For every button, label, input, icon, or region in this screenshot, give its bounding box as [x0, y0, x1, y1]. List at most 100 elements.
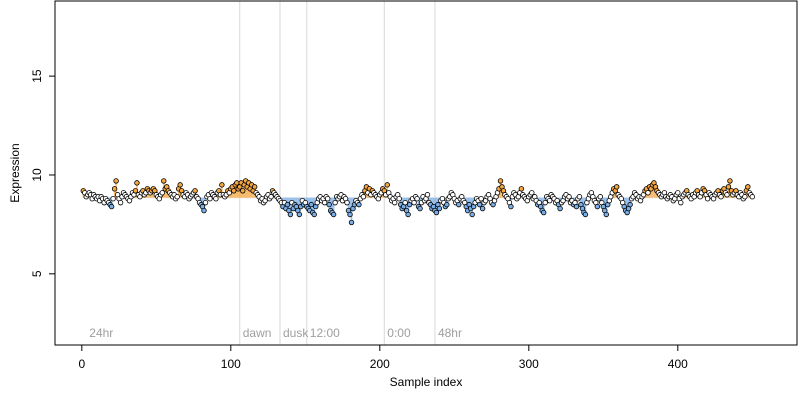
data-point	[326, 201, 332, 208]
data-point	[344, 199, 350, 206]
data-point	[384, 182, 390, 188]
data-point	[727, 178, 733, 184]
data-point	[436, 205, 443, 212]
data-point	[134, 180, 140, 186]
data-point	[645, 190, 651, 196]
data-point	[749, 194, 756, 200]
annotation-label-3: 12:00	[310, 326, 340, 340]
data-point	[174, 194, 180, 200]
annotation-label-5: 48hr	[438, 326, 462, 340]
data-point	[529, 190, 535, 196]
data-point	[417, 205, 423, 212]
data-point	[308, 201, 314, 208]
data-point	[582, 211, 589, 218]
data-point	[159, 190, 165, 196]
data-point	[396, 196, 402, 202]
data-point	[202, 199, 209, 206]
x-tick-label: 0	[78, 357, 85, 371]
data-point	[287, 211, 294, 218]
data-point	[508, 203, 514, 210]
y-tick-label: 5	[30, 270, 44, 277]
data-point	[347, 211, 353, 218]
data-point	[207, 196, 213, 202]
event-lines	[239, 1, 436, 345]
data-point	[231, 188, 237, 194]
y-axis: 5 10 15	[30, 69, 56, 277]
data-point	[392, 199, 398, 206]
x-tick-label: 300	[519, 357, 539, 371]
data-point	[614, 184, 620, 190]
event-annotations: 24hr dawn dusk 12:00 0:00 48hr	[89, 326, 462, 340]
x-tick-label: 400	[668, 357, 688, 371]
annotation-label-1: dawn	[243, 326, 272, 340]
plot-background	[55, 1, 797, 345]
data-point	[296, 211, 303, 218]
data-point	[469, 211, 475, 218]
data-point	[356, 201, 362, 208]
data-point	[433, 209, 440, 216]
data-point	[542, 199, 548, 206]
data-point	[424, 192, 431, 198]
data-point	[234, 180, 240, 186]
data-point	[597, 194, 604, 200]
data-point	[478, 196, 484, 202]
data-point	[718, 194, 724, 200]
x-tick-label: 200	[370, 357, 390, 371]
data-point	[518, 186, 525, 192]
data-point	[444, 201, 450, 208]
data-point	[348, 219, 355, 226]
data-point	[360, 194, 367, 200]
data-point	[110, 196, 116, 202]
data-point	[476, 201, 483, 208]
annotation-label-4: 0:00	[387, 326, 411, 340]
data-point	[321, 199, 328, 206]
data-point	[594, 203, 601, 210]
data-point	[566, 194, 572, 200]
data-point	[576, 194, 583, 200]
y-axis-title: Expression	[8, 143, 22, 202]
data-point	[332, 199, 338, 206]
data-point	[557, 205, 563, 212]
data-point	[284, 201, 291, 208]
data-point	[603, 211, 609, 218]
y-tick-label: 15	[30, 69, 44, 83]
data-point	[132, 188, 139, 194]
data-points	[80, 178, 756, 226]
data-point	[324, 196, 331, 202]
data-point	[161, 178, 167, 184]
data-point	[675, 190, 681, 196]
data-point	[311, 211, 317, 218]
x-tick-label: 100	[221, 357, 241, 371]
data-point	[678, 199, 684, 206]
data-point	[627, 201, 633, 208]
data-point	[111, 186, 118, 192]
data-point	[192, 188, 198, 194]
data-point	[117, 199, 124, 206]
data-point	[497, 178, 504, 184]
annotation-label-0: 24hr	[89, 326, 113, 340]
y-tick-label: 10	[30, 168, 44, 182]
data-point	[411, 199, 417, 206]
annotation-label-2: dusk	[283, 326, 309, 340]
data-point	[479, 205, 486, 212]
data-point	[330, 211, 337, 218]
data-point	[213, 196, 219, 202]
data-point	[541, 209, 547, 216]
data-point	[546, 197, 553, 204]
data-point	[573, 203, 580, 210]
data-point	[113, 178, 119, 184]
data-point	[745, 184, 751, 190]
data-point	[456, 201, 462, 208]
data-point	[742, 194, 748, 200]
data-point	[177, 182, 183, 188]
data-point	[725, 184, 732, 190]
x-axis: 0 100 200 300 400	[78, 344, 688, 371]
data-point	[201, 207, 207, 214]
data-point	[251, 184, 258, 190]
data-point	[219, 182, 225, 188]
data-point	[268, 194, 274, 200]
data-point	[108, 203, 115, 210]
data-point	[240, 188, 246, 194]
data-point	[704, 196, 711, 202]
